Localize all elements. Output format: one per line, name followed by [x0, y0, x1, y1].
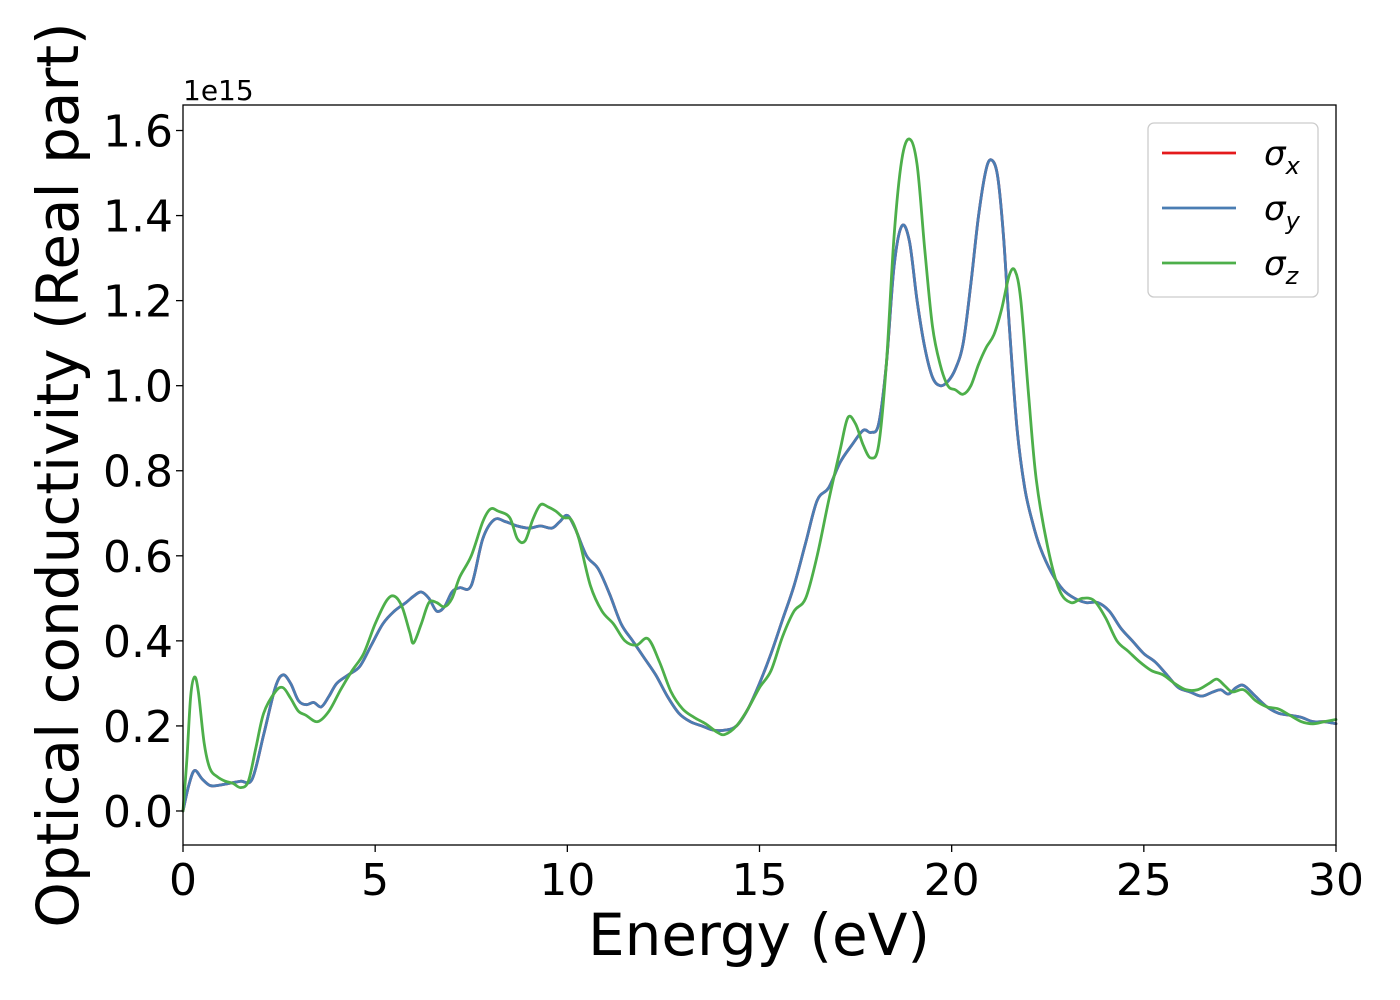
- series-line-sigma-z: [181, 137, 1338, 813]
- x-tick-label: 20: [924, 855, 980, 906]
- y-tick-label: 0.6: [103, 532, 173, 583]
- x-tick-label: 25: [1116, 855, 1172, 906]
- y-tick-label: 1.0: [103, 362, 173, 413]
- legend-subscript: x: [1285, 152, 1301, 180]
- y-tick-label: 0.8: [103, 447, 173, 498]
- y-tick-label: 1.6: [103, 107, 173, 158]
- y-tick-label: 0.0: [103, 787, 173, 838]
- series-line-sigma-y: [181, 158, 1338, 813]
- y-tick-label: 1.2: [103, 277, 173, 328]
- legend-box: [1147, 122, 1319, 298]
- x-axis-title: Energy (eV): [588, 901, 930, 969]
- y-axis-ticks: 0.0 0.2 0.4 0.6 0.8 1.0 1.2 1.4 1.6: [103, 107, 183, 838]
- y-tick-label: 1.4: [103, 192, 173, 243]
- series-layer: [181, 137, 1338, 813]
- x-axis-ticks: 0 5 10 15 20 25 30: [169, 845, 1364, 906]
- y-offset-label: 1e15: [183, 74, 254, 107]
- x-tick-label: 10: [539, 855, 595, 906]
- y-tick-label: 0.4: [103, 617, 173, 668]
- y-axis-title: Optical conductivity (Real part): [24, 22, 92, 927]
- x-tick-label: 15: [732, 855, 788, 906]
- y-tick-label: 0.2: [103, 702, 173, 753]
- x-tick-label: 0: [169, 855, 197, 906]
- legend-subscript: y: [1285, 207, 1301, 235]
- x-tick-label: 5: [361, 855, 389, 906]
- legend-subscript: z: [1285, 262, 1300, 290]
- x-tick-label: 30: [1308, 855, 1364, 906]
